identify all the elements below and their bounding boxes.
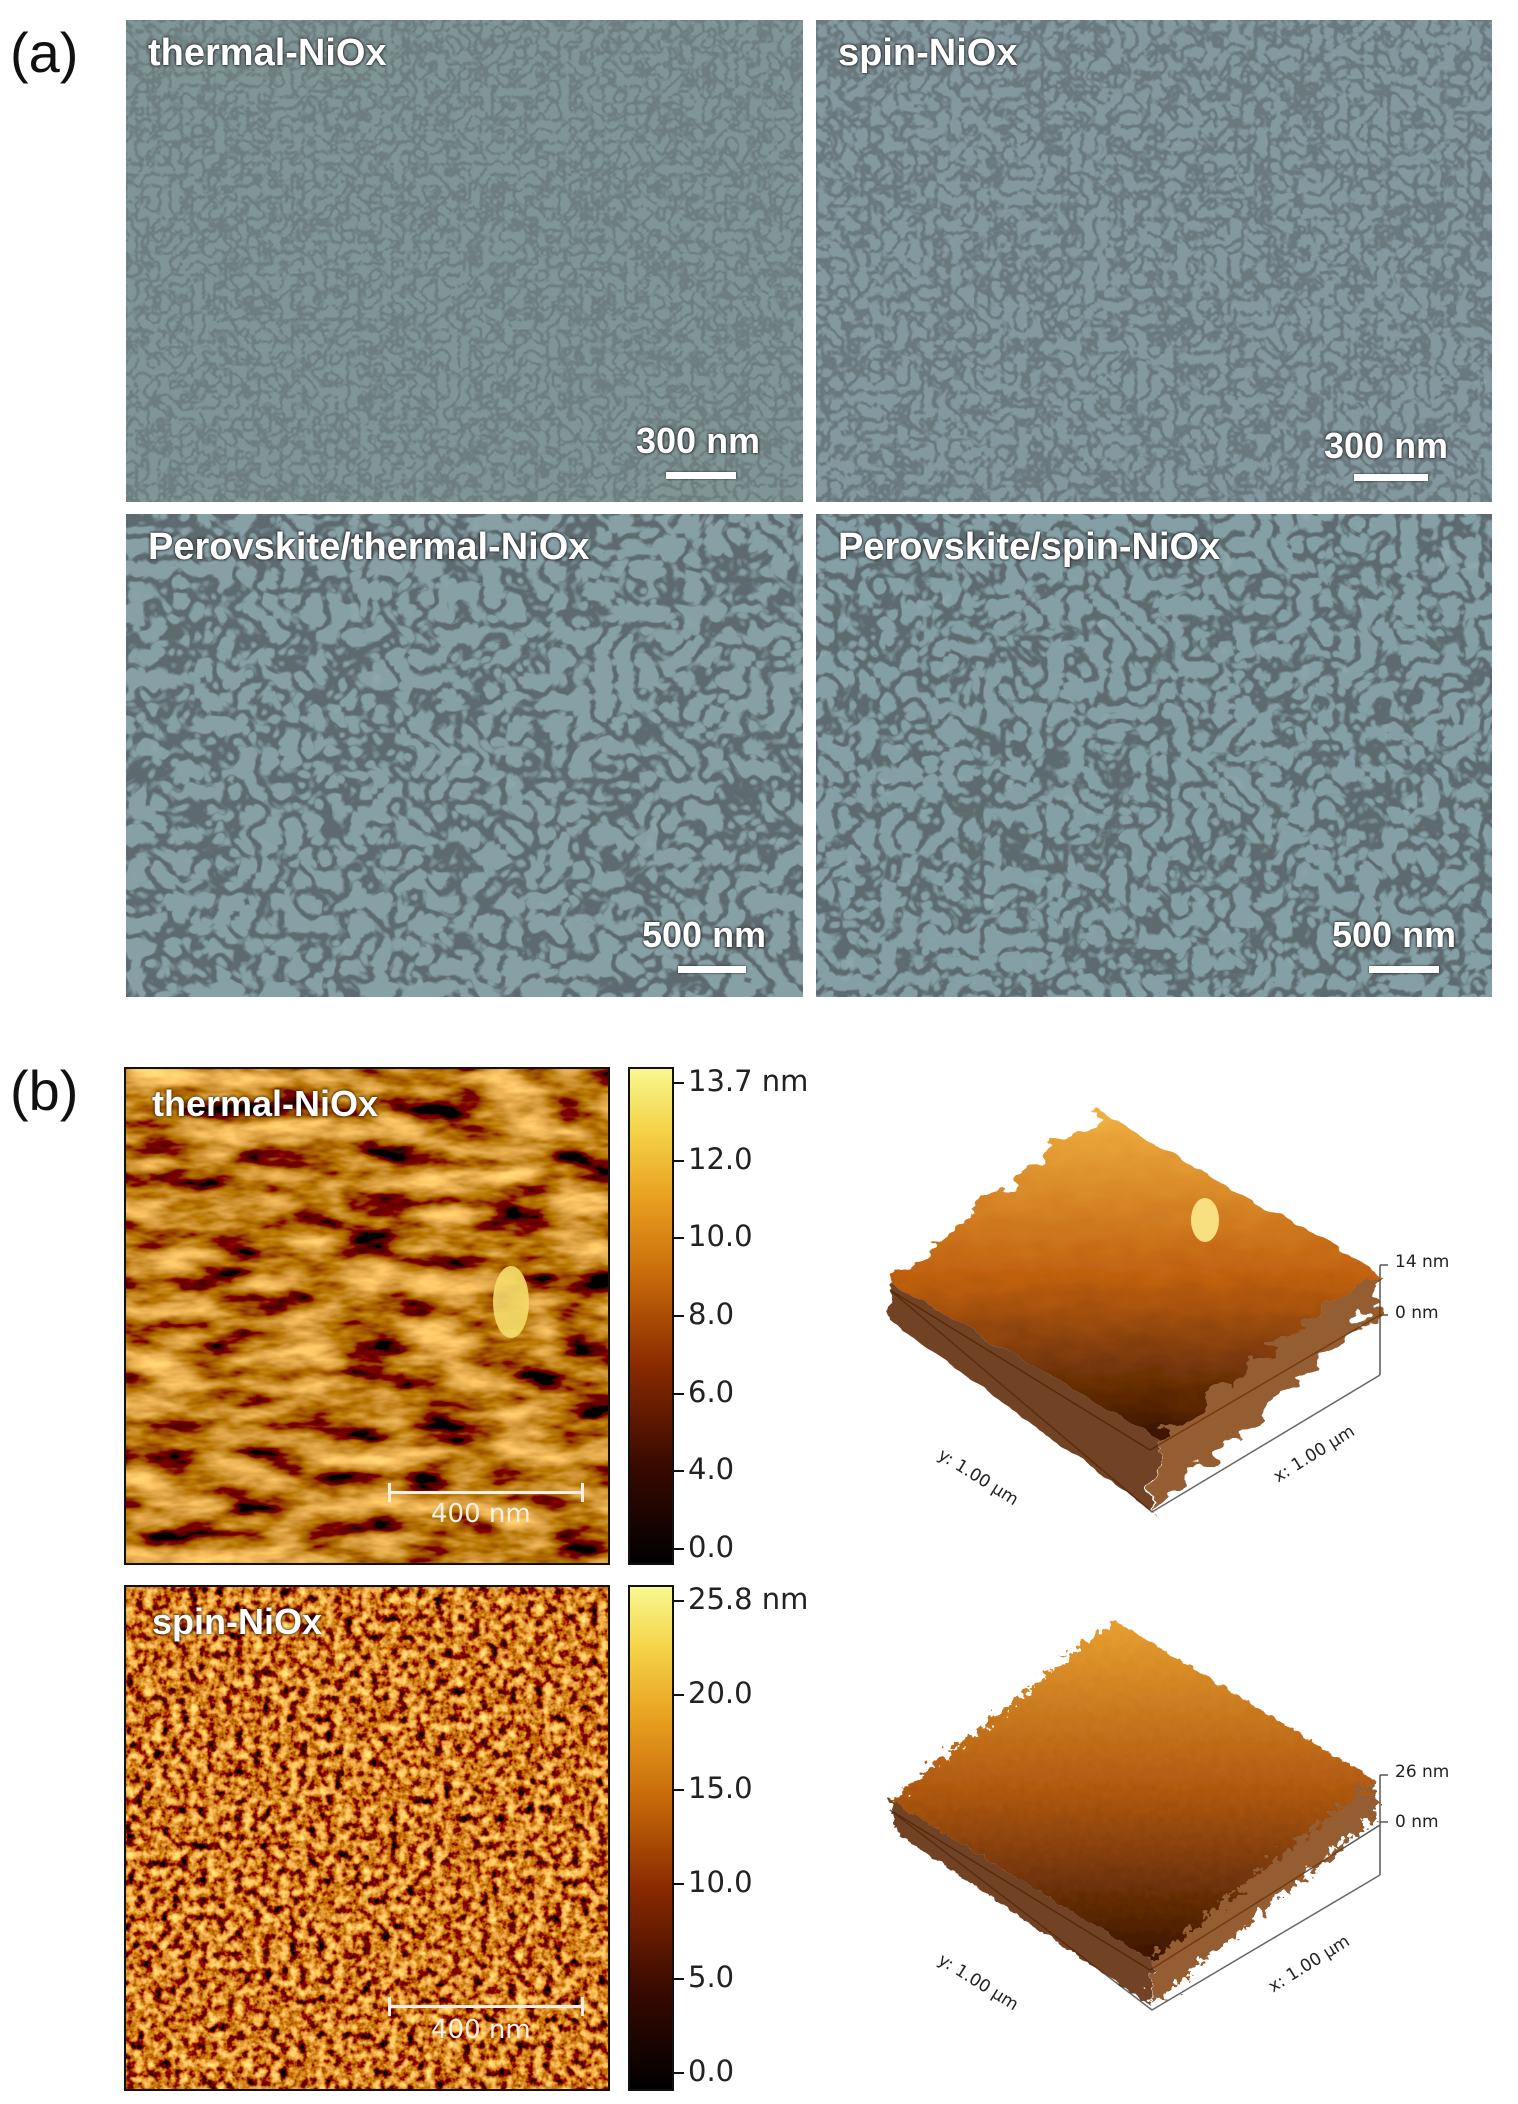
colorbar-label: 25.8 nm <box>688 1582 809 1616</box>
z-min-label: 0 nm <box>1395 1812 1439 1832</box>
sem-title: spin-NiOx <box>838 32 1018 74</box>
colorbar-label: 0.0 <box>688 1530 735 1564</box>
panel-a-label: (a) <box>10 21 79 84</box>
sem-scale-label: 300 nm <box>1324 425 1449 466</box>
sem-image-spin-niox: spin-NiOx 300 nm <box>816 20 1492 502</box>
colorbar-tick <box>674 1548 684 1550</box>
colorbar-tick <box>674 1694 684 1697</box>
colorbar-tick <box>674 1315 684 1317</box>
sem-title: Perovskite/spin-NiOx <box>838 526 1221 568</box>
colorbar-label: 10.0 <box>688 1865 753 1900</box>
afm-scale-label: 400 nm <box>431 1499 531 1529</box>
colorbar-label: 15.0 <box>688 1770 753 1805</box>
colorbar-tick <box>674 2072 684 2074</box>
sem-scale-bar <box>666 472 736 479</box>
afm-3d-surface-thermal-niox <box>889 1112 1388 1513</box>
z-max-label: 14 nm <box>1395 1252 1450 1272</box>
sem-image-perovskite-spin-niox: Perovskite/spin-NiOx 500 nm <box>816 514 1492 997</box>
colorbar-label: 12.0 <box>688 1141 753 1176</box>
colorbar-tick <box>674 1883 684 1886</box>
afm-map-spin-niox: spin-NiOx 400 nm <box>124 1585 610 2091</box>
colorbar-tick <box>674 1470 684 1473</box>
colorbar-thermal-niox <box>628 1067 674 1565</box>
sem-title: thermal-NiOx <box>148 32 387 74</box>
z-min-label: 0 nm <box>1395 1303 1439 1323</box>
colorbar-tick <box>674 1788 684 1791</box>
sem-scale-label: 500 nm <box>1332 914 1457 955</box>
colorbar-label: 6.0 <box>688 1374 735 1409</box>
sem-image-thermal-niox: thermal-NiOx 300 nm <box>126 20 803 502</box>
colorbar-label: 13.7 nm <box>688 1064 809 1098</box>
sem-title: Perovskite/thermal-NiOx <box>148 526 590 568</box>
colorbar-tick <box>674 1159 684 1162</box>
afm-scale-label: 400 nm <box>431 2015 531 2045</box>
sem-scale-label: 300 nm <box>636 420 761 461</box>
colorbar-label: 5.0 <box>688 1959 735 1994</box>
panel-b-label: (b) <box>10 1059 79 1122</box>
colorbar-tick <box>674 1977 684 1980</box>
colorbar-label: 4.0 <box>688 1452 735 1487</box>
afm-3d-surface-spin-niox <box>889 1620 1388 2011</box>
sem-scale-bar <box>1354 474 1428 481</box>
colorbar-label: 0.0 <box>688 2054 735 2088</box>
afm-title: thermal-NiOx <box>152 1083 379 1124</box>
z-max-label: 26 nm <box>1395 1762 1450 1782</box>
afm-title: spin-NiOx <box>152 1601 323 1642</box>
sem-image-perovskite-thermal-niox: Perovskite/thermal-NiOx 500 nm <box>126 514 803 997</box>
colorbar-spin-niox <box>628 1585 674 2091</box>
colorbar-tick <box>674 1600 684 1602</box>
afm-map-thermal-niox: thermal-NiOx 400 nm <box>124 1067 610 1565</box>
sem-scale-bar <box>678 966 746 973</box>
afm-scale-bar <box>388 1997 584 2016</box>
colorbar-tick <box>674 1082 684 1084</box>
colorbar-tick <box>674 1237 684 1240</box>
colorbar-tick <box>674 1392 684 1395</box>
sem-scale-bar <box>1369 966 1439 973</box>
colorbar-label: 20.0 <box>688 1676 753 1711</box>
colorbar-label: 8.0 <box>688 1297 735 1331</box>
sem-scale-label: 500 nm <box>642 914 767 955</box>
colorbar-label: 10.0 <box>688 1219 753 1254</box>
afm-scale-bar <box>388 1483 584 1502</box>
